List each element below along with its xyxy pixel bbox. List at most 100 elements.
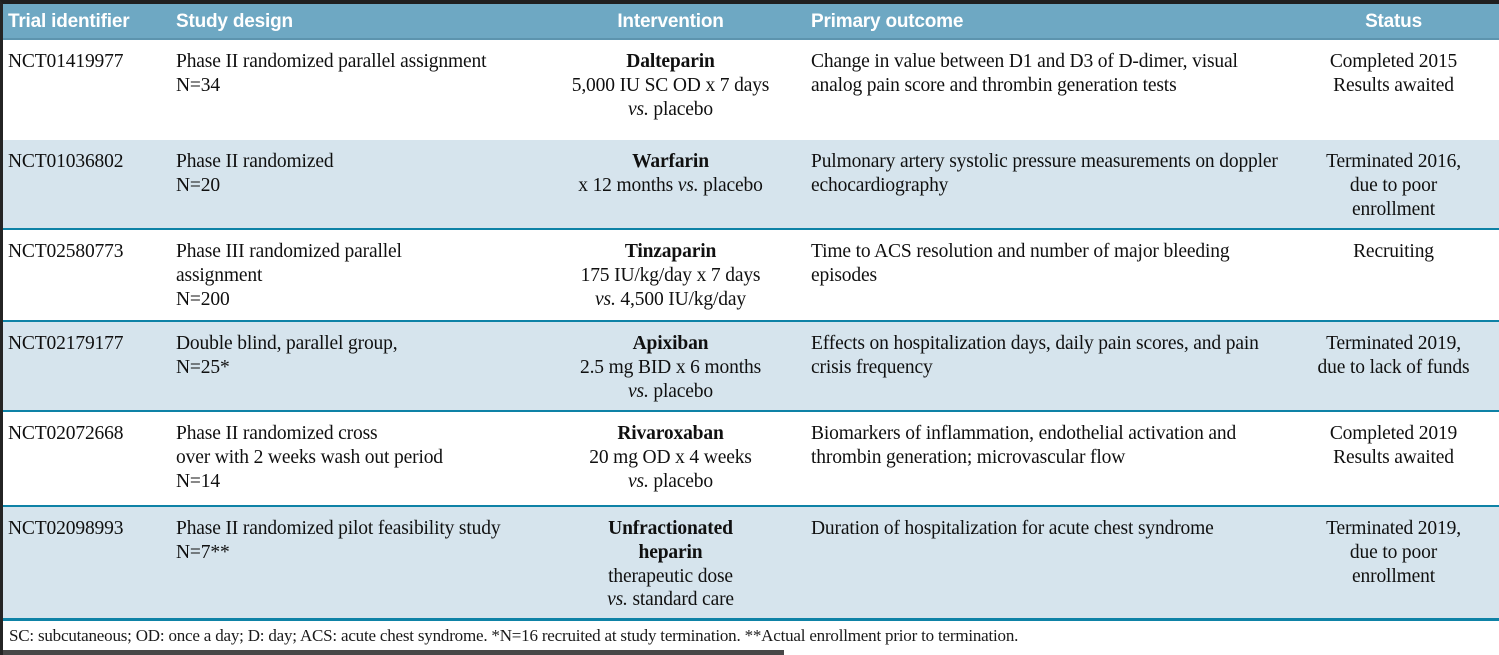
study-design-cell: Phase II randomized N=20 <box>168 140 558 228</box>
study-design-cell: Phase II randomized parallel assignment N… <box>168 40 558 140</box>
primary-outcome-cell: Pulmonary artery systolic pressure measu… <box>811 151 1278 196</box>
intervention-text: 2.5 mg BID x 6 months <box>579 356 762 378</box>
intervention-detail-line: therapeutic dose <box>562 565 779 589</box>
table-header: Trial identifier Study design Intervention… <box>3 4 1499 40</box>
intervention-detail-line: x 12 months vs. placebo <box>562 174 779 198</box>
trial-id-cell: NCT02072668 <box>8 423 124 444</box>
intervention-text: 20 mg OD x 4 weeks <box>589 446 752 468</box>
intervention-cell: Dalteparin 5,000 IU SC OD x 7 days vs. pla… <box>558 40 783 140</box>
trial-id-cell: NCT01419977 <box>8 51 124 72</box>
intervention-detail-line: vs. placebo <box>562 470 779 494</box>
status-cell: Recruiting <box>1288 230 1499 320</box>
table-footnote: SC: subcutaneous; OD: once a day; D: day… <box>9 625 1019 645</box>
status-line: Results awaited <box>1333 74 1454 96</box>
column-header-intervention: Intervention <box>617 10 724 32</box>
intervention-cell: Rivaroxaban 20 mg OD x 4 weeks vs. placebo <box>558 412 783 505</box>
table-row: NCT01419977 Phase II randomized parallel … <box>3 40 1499 140</box>
intervention-drug-name: Unfractionated <box>608 518 733 539</box>
study-design-line: N=200 <box>176 288 230 310</box>
intervention-drug-name: Dalteparin <box>626 51 715 72</box>
intervention-text: 5,000 IU SC OD x 7 days <box>571 74 770 96</box>
intervention-drug-name: Tinzaparin <box>624 241 717 262</box>
column-header-primary-outcome: Primary outcome <box>811 10 964 32</box>
study-design-line: N=25* <box>176 356 230 378</box>
table-body: NCT01419977 Phase II randomized parallel … <box>3 40 1499 619</box>
trial-id-cell: NCT02580773 <box>8 241 124 262</box>
primary-outcome-cell: Duration of hospitalization for acute ch… <box>811 518 1214 539</box>
study-design-line: Phase II randomized parallel assignment <box>176 51 487 72</box>
intervention-detail-line: vs. 4,500 IU/kg/day <box>562 288 779 312</box>
versus-abbrev: vs. <box>628 470 649 492</box>
intervention-text: placebo <box>648 470 713 492</box>
intervention-drug-name: Warfarin <box>632 151 709 172</box>
table-row: NCT01036802 Phase II randomized N=20 Warfar… <box>3 140 1499 228</box>
status-line: Terminated 2019, <box>1326 518 1461 539</box>
primary-outcome-cell: Time to ACS resolution and number of maj… <box>811 241 1230 286</box>
status-line: Terminated 2016, <box>1326 151 1461 172</box>
intervention-text: 175 IU/kg/day x 7 days <box>580 264 761 286</box>
intervention-detail-line: 20 mg OD x 4 weeks <box>562 446 779 470</box>
primary-outcome-cell: Change in value between D1 and D3 of D-d… <box>811 51 1238 96</box>
study-design-cell: Phase II randomized pilot feasibility st… <box>168 507 558 618</box>
trial-id-cell: NCT02098993 <box>8 518 124 539</box>
intervention-detail-line: 2.5 mg BID x 6 months <box>562 356 779 380</box>
study-design-line: N=20 <box>176 174 220 196</box>
study-design-line: N=7** <box>176 541 230 563</box>
status-line: Completed 2015 <box>1329 51 1458 72</box>
status-cell: Terminated 2019, due to lack of funds <box>1288 322 1499 410</box>
column-header-study-design: Study design <box>176 10 293 32</box>
intervention-detail-line: vs. placebo <box>562 98 779 122</box>
intervention-drug-name: Apixiban <box>632 333 709 354</box>
trial-id-cell: NCT02179177 <box>8 333 124 354</box>
bottom-edge-mark <box>3 650 784 655</box>
intervention-detail-line: 175 IU/kg/day x 7 days <box>562 264 779 288</box>
table-row: NCT02580773 Phase III randomized parallel… <box>3 228 1499 320</box>
status-line: enrollment <box>1352 198 1435 220</box>
table-row: NCT02072668 Phase II randomized cross over… <box>3 410 1499 505</box>
intervention-drug-name: heparin <box>638 541 703 563</box>
table-row: NCT02179177 Double blind, parallel group,… <box>3 320 1499 410</box>
intervention-detail-line: vs. placebo <box>562 380 779 404</box>
study-design-line: assignment <box>176 264 263 286</box>
study-design-cell: Phase II randomized cross over with 2 wee… <box>168 412 558 505</box>
study-design-line: N=14 <box>176 470 220 492</box>
versus-abbrev: vs. <box>628 98 649 120</box>
status-cell: Terminated 2016, due to poor enrollment <box>1288 140 1499 228</box>
status-cell: Terminated 2019, due to poor enrollment <box>1288 507 1499 618</box>
study-design-line: Double blind, parallel group, <box>176 333 398 354</box>
status-line: Terminated 2019, <box>1326 333 1461 354</box>
intervention-text: standard care <box>627 589 734 611</box>
study-design-cell: Double blind, parallel group, N=25* <box>168 322 558 410</box>
intervention-text: placebo <box>698 174 763 196</box>
study-design-cell: Phase III randomized parallel assignment N… <box>168 230 558 320</box>
study-design-line: Phase II randomized cross <box>176 423 378 444</box>
column-header-status: Status <box>1365 10 1422 32</box>
intervention-detail-line: vs. standard care <box>562 588 779 612</box>
status-cell: Completed 2019 Results awaited <box>1288 412 1499 505</box>
study-design-line: N=34 <box>176 74 220 96</box>
column-header-trial-identifier: Trial identifier <box>8 10 130 32</box>
status-line: due to poor <box>1349 541 1438 563</box>
status-line: enrollment <box>1352 565 1435 587</box>
intervention-text: placebo <box>648 380 713 402</box>
primary-outcome-cell: Biomarkers of inflammation, endothelial … <box>811 423 1237 468</box>
intervention-cell: Tinzaparin 175 IU/kg/day x 7 days vs. 4,50… <box>558 230 783 320</box>
status-line: Results awaited <box>1333 446 1454 468</box>
intervention-text: x 12 months <box>578 174 678 196</box>
intervention-text: placebo <box>648 98 713 120</box>
versus-abbrev: vs. <box>607 589 628 611</box>
versus-abbrev: vs. <box>677 174 699 196</box>
trial-id-cell: NCT01036802 <box>8 151 124 172</box>
intervention-drug-name: Rivaroxaban <box>617 423 724 444</box>
intervention-cell: Unfractionated heparin therapeutic dose vs.… <box>558 507 783 618</box>
intervention-text: 4,500 IU/kg/day <box>615 288 746 310</box>
intervention-cell: Warfarin x 12 months vs. placebo <box>558 140 783 228</box>
status-line: due to poor <box>1349 174 1438 196</box>
status-line: Completed 2019 <box>1329 423 1458 444</box>
study-design-line: over with 2 weeks wash out period <box>176 446 443 468</box>
primary-outcome-cell: Effects on hospitalization days, daily p… <box>811 333 1259 378</box>
versus-abbrev: vs. <box>595 288 616 310</box>
status-cell: Completed 2015 Results awaited <box>1288 40 1499 140</box>
study-design-line: Phase II randomized pilot feasibility st… <box>176 518 501 539</box>
